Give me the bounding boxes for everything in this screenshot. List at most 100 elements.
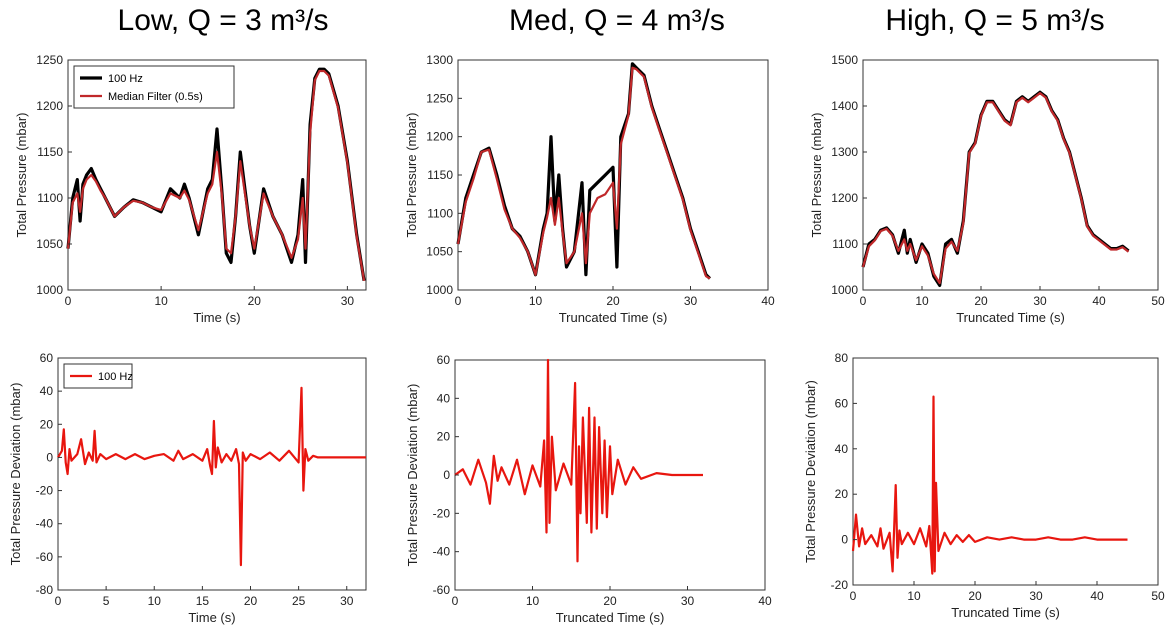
column-title-high: High, Q = 5 m³/s xyxy=(885,4,1105,37)
x-tick-label: 0 xyxy=(850,589,857,603)
y-tick-label: -60 xyxy=(36,550,54,564)
legend: 100 Hz xyxy=(63,363,133,389)
x-tick-label: 20 xyxy=(248,294,262,308)
y-tick-label: 20 xyxy=(835,487,849,501)
legend-entry: 100 Hz xyxy=(108,73,143,85)
y-tick-label: 0 xyxy=(841,533,848,547)
x-tick-label: 40 xyxy=(1092,294,1106,308)
x-tick-label: 20 xyxy=(974,294,988,308)
x-tick-label: 50 xyxy=(1151,589,1165,603)
x-tick-label: 20 xyxy=(244,594,258,608)
y-tick-label: 1150 xyxy=(37,145,63,159)
column-title-low: Low, Q = 3 m³/s xyxy=(117,4,329,37)
x-tick-label: 50 xyxy=(1151,294,1165,308)
chart-5: 0 10 20 30 40 -60 -40 -20 0 20 40 60 Truncated Time … xyxy=(405,353,772,625)
x-tick-label: 20 xyxy=(968,589,982,603)
x-tick-label: 30 xyxy=(1029,589,1043,603)
series-line-2 xyxy=(456,66,711,280)
y-tick-label: 0 xyxy=(46,450,53,464)
y-tick-label: 1300 xyxy=(426,53,453,67)
legend-entry: Median Filter (0.5s) xyxy=(108,91,203,103)
y-tick-label: 0 xyxy=(443,468,450,482)
x-tick-label: 10 xyxy=(529,294,543,308)
y-tick-label: 60 xyxy=(835,396,849,410)
y-axis-label: Total Pressure Deviation (mbar) xyxy=(405,384,420,567)
x-tick-label: 30 xyxy=(681,594,695,608)
y-tick-label: 1050 xyxy=(426,245,453,259)
x-tick-label: 10 xyxy=(907,589,921,603)
chart-3: 0 10 20 30 40 50 1000 1100 1200 1300 1400 1500 Trunc… xyxy=(809,53,1165,325)
series-line-2 xyxy=(861,91,1130,285)
plot-area xyxy=(852,357,1159,586)
plot-area xyxy=(862,59,1159,291)
x-tick-label: 0 xyxy=(455,294,462,308)
x-tick-label: 10 xyxy=(148,594,162,608)
x-tick-label: 0 xyxy=(55,594,62,608)
x-tick-label: 10 xyxy=(154,294,168,308)
x-tick-label: 30 xyxy=(1033,294,1047,308)
y-tick-label: -20 xyxy=(36,484,54,498)
x-axis-label: Time (s) xyxy=(188,610,235,625)
x-tick-label: 10 xyxy=(526,594,540,608)
y-tick-label: 1400 xyxy=(831,99,858,113)
x-tick-label: 10 xyxy=(915,294,929,308)
y-tick-label: 1200 xyxy=(426,130,453,144)
y-tick-label: 60 xyxy=(40,351,54,365)
x-tick-label: 30 xyxy=(340,594,354,608)
series-line-2 xyxy=(66,69,366,281)
legend: 100 Hz Median Filter (0.5s) xyxy=(73,65,235,109)
x-axis-label: Truncated Time (s) xyxy=(556,610,665,625)
series-line-1 xyxy=(851,395,1128,575)
y-tick-label: -40 xyxy=(36,517,54,531)
x-tick-label: 0 xyxy=(65,294,72,308)
x-axis-label: Truncated Time (s) xyxy=(951,605,1060,620)
y-tick-label: 1100 xyxy=(427,206,453,220)
y-tick-label: 1000 xyxy=(36,283,63,297)
plot-area xyxy=(454,359,766,591)
x-tick-label: 0 xyxy=(452,594,459,608)
x-tick-label: 30 xyxy=(684,294,698,308)
y-axis-label: Total Pressure (mbar) xyxy=(14,113,29,238)
y-tick-label: 1150 xyxy=(427,168,453,182)
y-axis-label: Total Pressure (mbar) xyxy=(404,113,419,238)
x-tick-label: 40 xyxy=(758,594,772,608)
y-tick-label: 1100 xyxy=(832,237,858,251)
series-line-1 xyxy=(57,386,366,567)
y-tick-label: -20 xyxy=(433,506,451,520)
x-tick-label: 15 xyxy=(196,594,210,608)
x-tick-label: 20 xyxy=(606,294,620,308)
y-tick-label: 1000 xyxy=(426,283,453,297)
x-tick-label: 20 xyxy=(603,594,617,608)
y-tick-label: 80 xyxy=(835,351,849,365)
y-tick-label: 1100 xyxy=(37,191,63,205)
chart-1: 0 10 20 30 1000 1050 1100 1150 1200 1250 Time (s) T… xyxy=(14,53,367,325)
y-axis-label: Total Pressure Deviation (mbar) xyxy=(803,380,818,563)
y-tick-label: -60 xyxy=(433,583,451,597)
x-tick-label: 40 xyxy=(761,294,775,308)
y-tick-label: 20 xyxy=(40,417,54,431)
x-axis-label: Truncated Time (s) xyxy=(956,310,1065,325)
y-tick-label: 1250 xyxy=(36,53,63,67)
y-tick-label: 1250 xyxy=(426,91,453,105)
x-tick-label: 40 xyxy=(1090,589,1104,603)
y-tick-label: 60 xyxy=(437,353,451,367)
y-tick-label: -40 xyxy=(433,545,451,559)
y-axis-label: Total Pressure (mbar) xyxy=(809,113,824,238)
y-tick-label: 1000 xyxy=(831,283,858,297)
legend-entry: 100 Hz xyxy=(98,371,133,383)
y-tick-label: 1500 xyxy=(831,53,858,67)
x-tick-label: 25 xyxy=(292,594,306,608)
y-tick-label: -20 xyxy=(831,578,849,592)
y-tick-label: 1200 xyxy=(36,99,63,113)
x-axis-label: Time (s) xyxy=(193,310,240,325)
x-tick-label: 0 xyxy=(860,294,867,308)
x-tick-label: 5 xyxy=(103,594,110,608)
chart-2: 0 10 20 30 40 1000 1050 1100 1150 1200 1250 1300 Tru… xyxy=(404,53,775,325)
column-title-med: Med, Q = 4 m³/s xyxy=(509,4,725,37)
y-tick-label: 1300 xyxy=(831,145,858,159)
chart-4: 0 5 10 15 20 25 30 -80 -60 -40 -20 0 20 40 60 Time (s) T… xyxy=(8,351,367,625)
y-tick-label: -80 xyxy=(36,583,54,597)
series-line-1 xyxy=(454,358,703,563)
